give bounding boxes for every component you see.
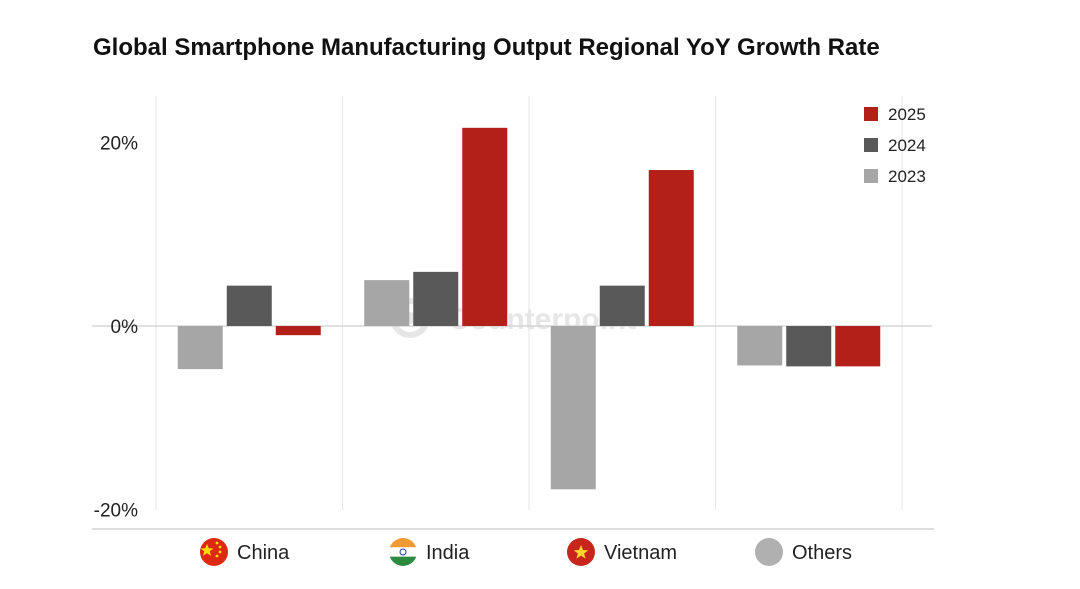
bar-india-2025 — [462, 127, 508, 326]
category-label-china: China — [237, 542, 290, 564]
bar-others-2023 — [737, 326, 783, 366]
globe-shape — [755, 538, 783, 566]
legend-swatch — [864, 138, 878, 152]
india-flag-icon — [389, 538, 417, 566]
flag-stripe-green — [389, 556, 417, 566]
flag-small-star — [218, 550, 222, 554]
flag-small-star — [215, 554, 219, 558]
bar-china-2023 — [177, 326, 223, 370]
bar-others-2025 — [835, 326, 881, 367]
flag-star — [573, 545, 589, 559]
legend-label: 2024 — [888, 136, 926, 155]
flag-small-star — [218, 545, 222, 549]
chart-title: Global Smartphone Manufacturing Output R… — [93, 34, 880, 61]
category-label-vietnam: Vietnam — [604, 542, 677, 564]
bar-vietnam-2025 — [648, 170, 694, 326]
y-tick-label: -20% — [94, 501, 138, 522]
category-label-india: India — [426, 542, 470, 564]
legend-item-2024: 2024 — [864, 136, 926, 155]
bar-china-2025 — [275, 326, 321, 336]
flag-stripes — [389, 538, 417, 566]
bar-china-2024 — [226, 285, 272, 326]
flag-stripe-white — [389, 547, 417, 557]
bar-vietnam-2024 — [599, 285, 645, 326]
legend-label: 2023 — [888, 167, 926, 186]
legend-swatch — [864, 169, 878, 183]
y-tick-label: 0% — [111, 317, 139, 338]
globe-icon — [755, 538, 783, 566]
category-label-others: Others — [792, 542, 852, 564]
y-tick-label: 20% — [100, 134, 138, 155]
bar-india-2024 — [413, 271, 459, 326]
legend-swatch — [864, 107, 878, 121]
legend-item-2025: 2025 — [864, 105, 926, 124]
flag-small-star — [215, 541, 219, 545]
legend-label: 2025 — [888, 105, 926, 124]
flag-stripe-saffron — [389, 538, 417, 548]
china-flag-icon — [200, 538, 228, 566]
bar-vietnam-2023 — [550, 326, 596, 490]
flag-wheel — [399, 548, 407, 556]
bar-india-2023 — [364, 280, 410, 326]
vietnam-flag-icon — [567, 538, 595, 566]
bar-others-2024 — [786, 326, 832, 367]
legend-item-2023: 2023 — [864, 167, 926, 186]
flag-star — [200, 544, 214, 556]
